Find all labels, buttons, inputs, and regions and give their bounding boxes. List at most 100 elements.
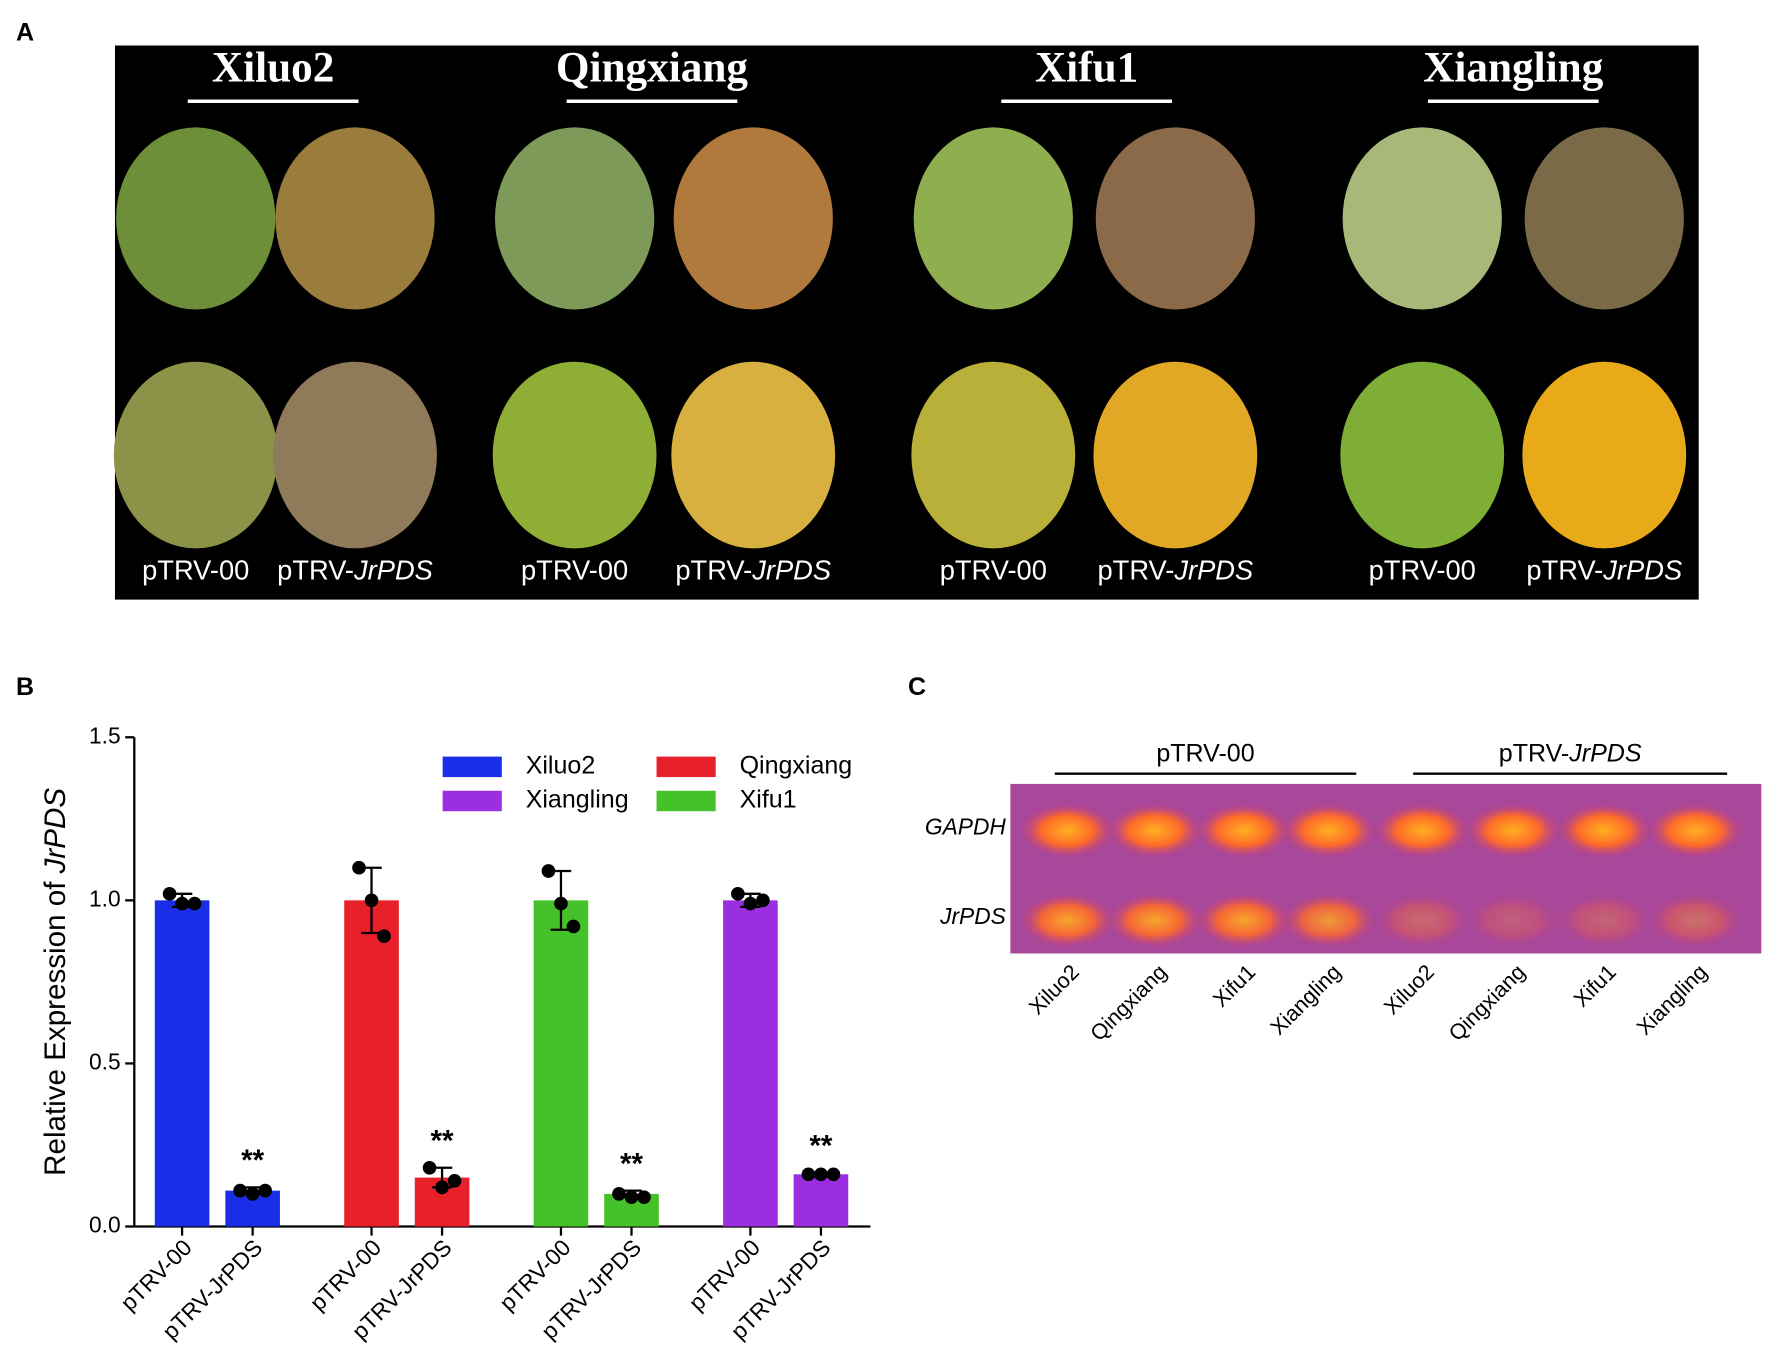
- cultivar-title: Xiluo2: [212, 44, 334, 92]
- row-label: GAPDH: [925, 813, 1006, 839]
- gel-band: [1556, 803, 1653, 858]
- y-axis-label: Relative Expression of JrPDS: [39, 788, 72, 1176]
- group-label: pTRV-JrPDS: [1499, 739, 1642, 767]
- data-point: [801, 1167, 816, 1182]
- treatment-label: pTRV-JrPDS: [1097, 555, 1253, 586]
- legend-swatch: [656, 756, 716, 778]
- group-label: pTRV-00: [1156, 739, 1254, 767]
- fruit-photo: [1522, 361, 1687, 549]
- data-point: [731, 886, 745, 901]
- treatment-label: pTRV-JrPDS: [277, 555, 433, 586]
- group-label-part: pTRV-00: [1156, 739, 1254, 767]
- lane-label: Xiangling: [1631, 959, 1712, 1040]
- treatment-label-part: pTRV-00: [940, 555, 1047, 586]
- fruit-photo: [671, 361, 836, 549]
- y-tick-label: 1.0: [89, 885, 121, 911]
- gel-band: [1281, 893, 1377, 948]
- panel-label: A: [16, 19, 34, 47]
- y-axis-label-italic: JrPDS: [39, 788, 72, 875]
- gel-band: [1019, 803, 1116, 858]
- gel-band: [1647, 803, 1744, 858]
- data-point: [566, 919, 581, 934]
- treatment-label-part: pTRV-: [1097, 555, 1174, 586]
- gel-band: [1647, 893, 1744, 948]
- treatment-label-part: pTRV-: [277, 555, 354, 586]
- data-point: [447, 1174, 462, 1188]
- treatment-label-part: pTRV-: [1526, 555, 1603, 586]
- gel-band: [1019, 893, 1116, 948]
- data-point: [541, 864, 556, 878]
- treatment-label: pTRV-JrPDS: [675, 555, 831, 586]
- data-point: [352, 860, 366, 875]
- data-point: [422, 1160, 437, 1175]
- fruit-photo: [273, 361, 437, 549]
- data-point: [826, 1167, 841, 1182]
- fruit-photo: [1524, 127, 1684, 310]
- treatment-label: pTRV-00: [1369, 555, 1476, 586]
- data-point: [245, 1187, 260, 1201]
- fruit-photo: [116, 127, 276, 310]
- gel-band: [1465, 893, 1562, 948]
- data-point: [175, 896, 189, 911]
- legend-swatch: [442, 790, 502, 812]
- data-point: [743, 896, 758, 911]
- lane-label: Xifu1: [1568, 959, 1621, 1012]
- treatment-label: pTRV-00: [142, 555, 249, 586]
- data-point: [624, 1190, 639, 1204]
- treatment-label-italic: JrPDS: [751, 555, 831, 586]
- fruit-photo: [913, 127, 1073, 310]
- gel-band: [1107, 803, 1203, 858]
- treatment-label-italic: JrPDS: [1173, 555, 1253, 586]
- data-point: [435, 1180, 449, 1195]
- legend-swatch: [656, 790, 716, 812]
- data-point: [637, 1190, 651, 1204]
- lane-label: Xiluo2: [1024, 959, 1084, 1019]
- treatment-label: pTRV-JrPDS: [1526, 555, 1682, 586]
- fruit-photo: [1340, 361, 1505, 549]
- gel-band: [1374, 803, 1471, 858]
- treatment-label-italic: JrPDS: [353, 555, 433, 586]
- data-point: [364, 893, 379, 908]
- fruit-photo: [494, 127, 655, 310]
- treatment-label-part: pTRV-00: [1369, 555, 1476, 586]
- bar: [793, 1174, 849, 1227]
- legend-label: Xifu1: [740, 786, 797, 814]
- fruit-photo: [1095, 127, 1255, 310]
- lane-label: Qingxiang: [1085, 959, 1171, 1045]
- y-axis-label-part: Relative Expression of: [39, 873, 72, 1175]
- legend-label: Qingxiang: [740, 751, 853, 779]
- fruit-photo: [911, 361, 1076, 549]
- data-point: [187, 896, 202, 911]
- gel-band: [1195, 803, 1292, 858]
- cultivar-title: Xiangling: [1423, 44, 1604, 92]
- data-point: [377, 929, 391, 944]
- data-point: [554, 896, 568, 911]
- gel-band: [1107, 893, 1203, 948]
- lane-label: Xifu1: [1208, 959, 1261, 1012]
- bar: [723, 900, 778, 1227]
- treatment-label-part: pTRV-: [675, 555, 752, 586]
- gel-band: [1195, 893, 1292, 948]
- y-tick-label: 0.0: [89, 1212, 121, 1238]
- significance-label: **: [431, 1125, 455, 1158]
- y-tick-label: 0.5: [89, 1048, 121, 1074]
- significance-label: **: [241, 1144, 265, 1177]
- treatment-label-italic: JrPDS: [1602, 555, 1682, 586]
- fruit-photo: [492, 361, 657, 549]
- group-label-italic: JrPDS: [1568, 739, 1642, 767]
- significance-label: **: [620, 1147, 644, 1180]
- data-point: [814, 1167, 828, 1182]
- significance-label: **: [809, 1129, 833, 1162]
- bar: [154, 900, 210, 1227]
- fruit-photo: [275, 127, 435, 310]
- gel-band: [1374, 893, 1471, 948]
- panel-label: B: [16, 673, 34, 701]
- treatment-label-part: pTRV-00: [521, 555, 628, 586]
- gel-band: [1465, 803, 1562, 858]
- legend-swatch: [442, 756, 502, 778]
- data-point: [612, 1187, 626, 1201]
- gel-band: [1556, 893, 1653, 948]
- gel-band: [1281, 803, 1377, 858]
